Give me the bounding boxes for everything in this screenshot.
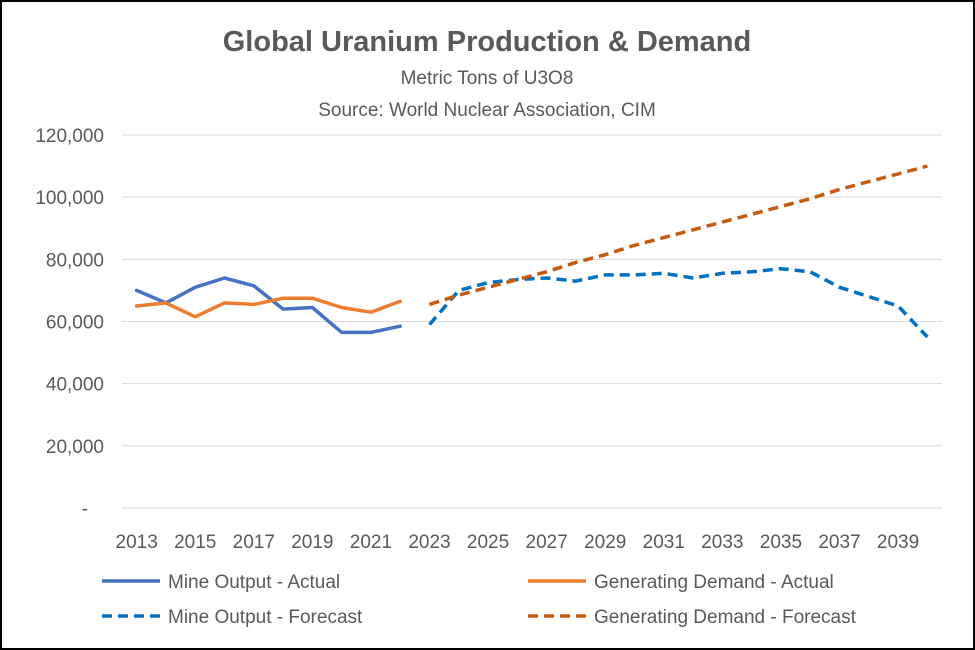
legend-label: Generating Demand - Forecast — [594, 607, 857, 628]
chart-subtitle-source: Source: World Nuclear Association, CIM — [318, 100, 656, 121]
legend-label: Generating Demand - Actual — [594, 572, 834, 593]
y-tick-label: - — [82, 499, 88, 520]
legend-label: Mine Output - Actual — [168, 572, 340, 593]
x-tick-label: 2021 — [350, 532, 392, 553]
x-tick-label: 2039 — [877, 532, 919, 553]
y-tick-label: 120,000 — [35, 126, 104, 147]
x-tick-label: 2027 — [526, 532, 568, 553]
series-line-1 — [134, 276, 402, 335]
x-tick-label: 2033 — [701, 532, 743, 553]
chart-subtitle-units: Metric Tons of U3O8 — [401, 68, 574, 89]
x-tick-label: 2035 — [760, 532, 802, 553]
x-tick-label: 2029 — [584, 532, 626, 553]
y-tick-label: 80,000 — [46, 250, 104, 271]
y-tick-label: 100,000 — [35, 188, 104, 209]
x-tick-label: 2037 — [818, 532, 860, 553]
x-tick-label: 2015 — [174, 532, 216, 553]
series-line-2 — [134, 296, 402, 319]
legend-label: Mine Output - Forecast — [168, 607, 363, 628]
x-tick-label: 2013 — [116, 532, 158, 553]
x-tick-label: 2023 — [408, 532, 450, 553]
y-tick-label: 20,000 — [46, 437, 104, 458]
x-tick-label: 2031 — [643, 532, 685, 553]
y-tick-label: 60,000 — [46, 313, 104, 334]
x-axis-tick-labels: 2013 2015 2017 2019 2021 2023 2025 2027 2029 2031… — [116, 532, 920, 553]
gridlines — [122, 134, 942, 509]
y-tick-label: 40,000 — [46, 375, 104, 396]
x-tick-label: 2025 — [467, 532, 509, 553]
series-line-3 — [428, 266, 929, 339]
y-axis-tick-labels: - 20,000 40,000 60,000 80,000 100,000 120,000 — [35, 126, 104, 520]
legend: Mine Output - Actual Generating Demand - … — [102, 572, 857, 628]
series-lines — [134, 164, 929, 339]
x-tick-label: 2017 — [233, 532, 275, 553]
chart-title: Global Uranium Production & Demand — [223, 26, 752, 58]
x-tick-label: 2019 — [291, 532, 333, 553]
series-line-4 — [428, 164, 928, 307]
